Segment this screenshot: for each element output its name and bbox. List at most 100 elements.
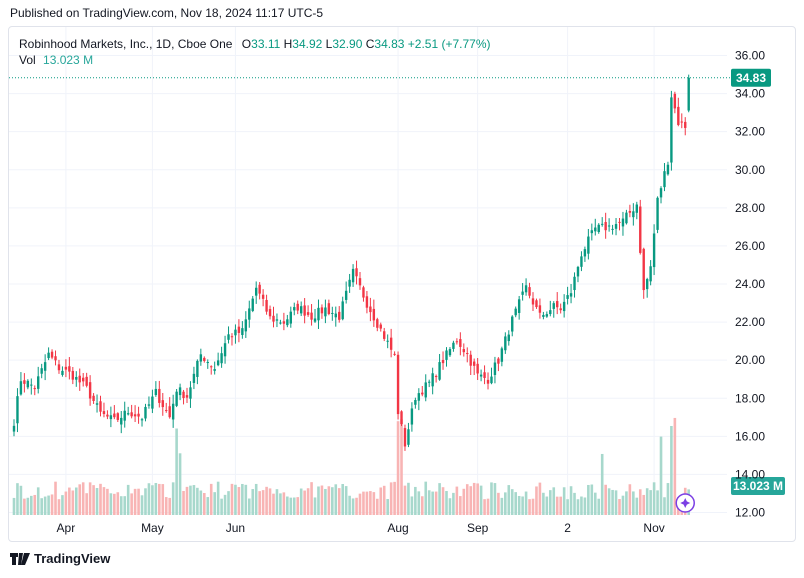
candle-body	[102, 411, 106, 415]
volume-bar	[573, 492, 576, 515]
volume-bar	[109, 493, 113, 515]
candle-body	[61, 370, 64, 375]
candle-body	[421, 392, 424, 395]
volume-bar	[258, 491, 261, 515]
volume-bar	[337, 488, 341, 515]
price-tick-label: 14.00	[735, 467, 765, 481]
candle-body	[47, 352, 50, 359]
candle-body	[241, 328, 244, 336]
candle-body	[109, 415, 113, 420]
candle-body	[310, 312, 313, 320]
candle-body	[30, 384, 33, 386]
volume-bar	[95, 488, 99, 515]
volume-bar	[113, 493, 116, 515]
volume-bar	[414, 486, 417, 515]
volume-bar	[171, 482, 175, 515]
volume-bar	[400, 419, 403, 515]
volume-bar	[137, 488, 140, 515]
volume-bar	[299, 488, 303, 515]
candle-body	[324, 307, 327, 317]
candle-body	[569, 293, 573, 297]
volume-bar	[673, 417, 677, 515]
volume-bar	[638, 489, 642, 515]
candle-body	[566, 295, 569, 299]
volume-bar	[465, 484, 469, 515]
candle-body	[355, 268, 358, 277]
candle-body	[306, 312, 310, 315]
volume-bar	[576, 499, 580, 515]
time-tick-label: Jun	[226, 521, 245, 535]
volume-bar	[455, 486, 459, 515]
candle-body	[95, 403, 99, 405]
candle-body	[282, 321, 286, 324]
volume-bar	[292, 497, 296, 515]
high-label: H	[283, 37, 293, 51]
volume-bar	[486, 498, 490, 515]
candle-body	[82, 377, 85, 382]
candle-body	[227, 334, 230, 340]
volume-bar	[116, 492, 120, 515]
sparkle-icon	[680, 498, 691, 508]
volume-bar	[43, 496, 47, 515]
volume-bar	[206, 497, 210, 515]
volume-bar	[438, 483, 441, 515]
candle-body	[317, 307, 320, 321]
volume-bar	[420, 496, 424, 515]
volume-legend: Vol 13.023 M	[19, 53, 93, 67]
candlestick-chart[interactable]: 34.83 13.023 M 36.00 34.00 32.00 30.00 28.00 2…	[9, 27, 795, 541]
volume-bar	[237, 487, 241, 515]
candle-body	[248, 308, 251, 320]
candle-body	[265, 299, 268, 312]
candle-body	[614, 224, 618, 229]
volume-bar	[600, 453, 604, 515]
volume-bar	[344, 486, 348, 515]
volume-bar	[535, 486, 538, 515]
low-value: 32.90	[332, 37, 363, 51]
volume-bar	[192, 485, 196, 515]
chart-frame[interactable]: 34.83 13.023 M 36.00 34.00 32.00 30.00 28.00 2…	[8, 26, 796, 542]
candle-body	[466, 353, 469, 355]
volume-bar	[652, 482, 656, 515]
volume-bar	[355, 497, 358, 515]
volume-bar	[331, 487, 334, 515]
volume-bars	[12, 417, 690, 515]
candle-body	[462, 349, 465, 353]
candle-body	[88, 382, 92, 399]
candle-body	[189, 387, 192, 399]
candle-body	[133, 414, 137, 417]
candle-body	[590, 230, 594, 234]
candle-body	[71, 370, 75, 380]
volume-bar	[424, 481, 428, 515]
volume-bar	[30, 495, 33, 515]
volume-bar	[358, 493, 362, 515]
candle-body	[372, 308, 376, 321]
volume-bar	[372, 492, 376, 515]
chart-legend: Robinhood Markets, Inc., 1D, Cboe One O3…	[19, 36, 491, 53]
volume-bar	[521, 496, 524, 515]
candle-body	[663, 171, 666, 188]
candle-body	[597, 224, 600, 232]
volume-bar	[659, 436, 663, 515]
volume-bar	[220, 498, 223, 515]
candle-body	[434, 376, 438, 378]
candle-body	[386, 340, 389, 342]
candle-body	[258, 284, 261, 294]
candle-body	[448, 349, 452, 356]
volume-bar	[462, 488, 466, 515]
candle-body	[261, 294, 265, 299]
tradingview-footer[interactable]: TradingView	[10, 551, 110, 566]
published-caption: Published on TradingView.com, Nov 18, 20…	[10, 6, 324, 20]
candle-body	[57, 364, 61, 371]
volume-bar	[632, 491, 635, 515]
volume-bar	[61, 495, 64, 515]
close-value: 34.83	[374, 37, 405, 51]
candle-body	[113, 413, 116, 418]
candle-body	[389, 337, 393, 350]
candle-body	[123, 410, 126, 421]
volume-bar	[472, 482, 476, 515]
volume-bar	[54, 481, 57, 515]
candle-body	[455, 341, 459, 343]
volume-bar	[607, 488, 611, 515]
volume-bar	[382, 485, 386, 515]
volume-bar	[265, 486, 268, 515]
